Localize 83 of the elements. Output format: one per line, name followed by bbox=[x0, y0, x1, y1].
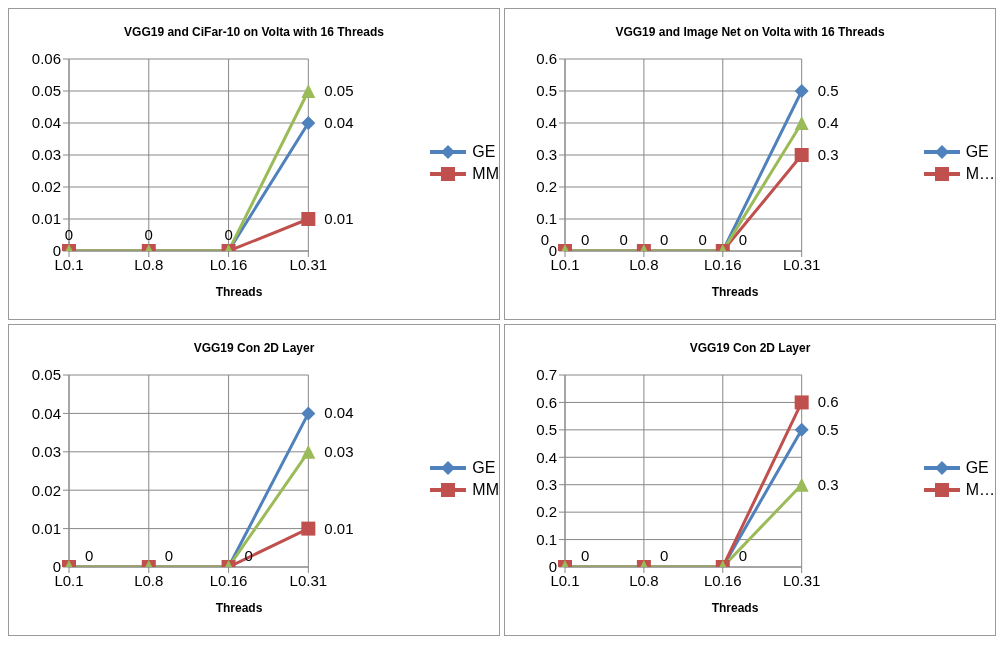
point bbox=[794, 422, 809, 437]
y-tick-label: 0.5 bbox=[536, 421, 557, 439]
data-label: 0.05 bbox=[324, 82, 354, 99]
data-label: 0 bbox=[619, 231, 628, 248]
y-tick-label: 0.1 bbox=[536, 530, 557, 548]
data-label: 0 bbox=[659, 547, 669, 564]
y-tick-label: 0.06 bbox=[31, 50, 61, 68]
data-label: 0 bbox=[738, 231, 748, 248]
legend-label: GE bbox=[472, 143, 496, 161]
y-tick-label: 0.03 bbox=[31, 443, 61, 461]
data-label: 0.3 bbox=[817, 475, 839, 493]
x-tick-label: L0.16 bbox=[704, 571, 742, 589]
data-label: 0.3 bbox=[817, 146, 839, 163]
y-tick-label: 0.04 bbox=[31, 404, 61, 422]
data-label: 0 bbox=[581, 547, 590, 564]
point bbox=[794, 84, 809, 98]
point bbox=[301, 116, 316, 130]
data-label: 0 bbox=[224, 226, 233, 243]
y-tick-label: 0.3 bbox=[536, 476, 557, 494]
y-tick-label: 0.2 bbox=[536, 503, 557, 521]
data-label: 0.01 bbox=[324, 210, 354, 227]
y-tick-label: 0.01 bbox=[31, 519, 61, 537]
data-label: 0.03 bbox=[324, 442, 354, 460]
point bbox=[794, 395, 809, 410]
y-tick-label: 0.04 bbox=[31, 114, 61, 132]
x-axis-title: Threads bbox=[214, 601, 264, 615]
data-label: 0 bbox=[144, 226, 153, 243]
legend-label: GE bbox=[965, 459, 989, 477]
y-tick-label: 0.02 bbox=[31, 481, 61, 499]
x-axis-title: Threads bbox=[214, 285, 264, 299]
x-axis-title: Threads bbox=[710, 285, 760, 299]
data-label: 0 bbox=[85, 547, 94, 564]
y-tick-label: 0.3 bbox=[536, 146, 557, 164]
data-label: 0.04 bbox=[324, 404, 354, 422]
chart-title: VGG19 and CiFar-10 on Volta with 16 Threads bbox=[123, 24, 385, 41]
data-label: 0.5 bbox=[817, 82, 839, 99]
data-label: 0.5 bbox=[817, 420, 839, 438]
y-tick-label: 0.5 bbox=[536, 82, 557, 100]
x-tick-label: L0.31 bbox=[782, 255, 821, 273]
point bbox=[301, 406, 316, 421]
x-tick-label: L0.8 bbox=[629, 571, 659, 589]
x-tick-label: L0.31 bbox=[782, 571, 821, 589]
x-tick-label: L0.16 bbox=[209, 255, 248, 273]
data-label: 0.6 bbox=[817, 393, 839, 411]
x-tick-label: L0.31 bbox=[289, 571, 328, 589]
chart-title: VGG19 Con 2D Layer bbox=[688, 340, 812, 357]
y-tick-label: 0.01 bbox=[31, 210, 61, 228]
x-tick-label: L0.16 bbox=[209, 571, 248, 589]
legend-label: MM bbox=[472, 481, 499, 499]
legend-label: GE bbox=[472, 459, 496, 477]
x-tick-label: L0.8 bbox=[134, 255, 164, 273]
data-label: 0 bbox=[738, 547, 748, 564]
data-label: 0.04 bbox=[324, 114, 354, 131]
data-label: 0 bbox=[164, 547, 174, 564]
y-tick-label: 0.7 bbox=[536, 366, 557, 384]
data-label: 0.4 bbox=[817, 114, 839, 131]
chart-title: VGG19 Con 2D Layer bbox=[192, 340, 316, 357]
y-tick-label: 0.2 bbox=[536, 178, 557, 196]
legend-label: MM bbox=[472, 165, 499, 183]
data-label: 0 bbox=[698, 231, 707, 248]
data-label: 0 bbox=[64, 226, 74, 243]
legend-label: M… bbox=[965, 165, 995, 183]
x-tick-label: L0.31 bbox=[289, 255, 328, 273]
y-tick-label: 0.6 bbox=[536, 393, 557, 411]
x-tick-label: L0.8 bbox=[629, 255, 659, 273]
y-tick-label: 0.6 bbox=[536, 50, 557, 68]
legend-label: GE bbox=[965, 143, 989, 161]
x-axis-title: Threads bbox=[710, 601, 760, 615]
y-tick-label: 0.4 bbox=[536, 448, 557, 466]
data-label: 0 bbox=[581, 231, 590, 248]
y-tick-label: 0.03 bbox=[31, 146, 61, 164]
y-tick-label: 0.05 bbox=[31, 366, 61, 384]
data-label: 0.01 bbox=[324, 519, 354, 537]
chart-title: VGG19 and Image Net on Volta with 16 Threads bbox=[614, 24, 886, 41]
point bbox=[794, 148, 809, 162]
y-tick-label: 0.1 bbox=[536, 210, 557, 228]
y-tick-label: 0.02 bbox=[31, 178, 61, 196]
y-tick-label: 0.4 bbox=[536, 114, 557, 132]
x-tick-label: L0.8 bbox=[134, 571, 164, 589]
x-tick-label: L0.16 bbox=[704, 255, 742, 273]
legend-label: M… bbox=[965, 481, 995, 499]
data-label: 0 bbox=[659, 231, 669, 248]
y-tick-label: 0.05 bbox=[31, 82, 61, 100]
